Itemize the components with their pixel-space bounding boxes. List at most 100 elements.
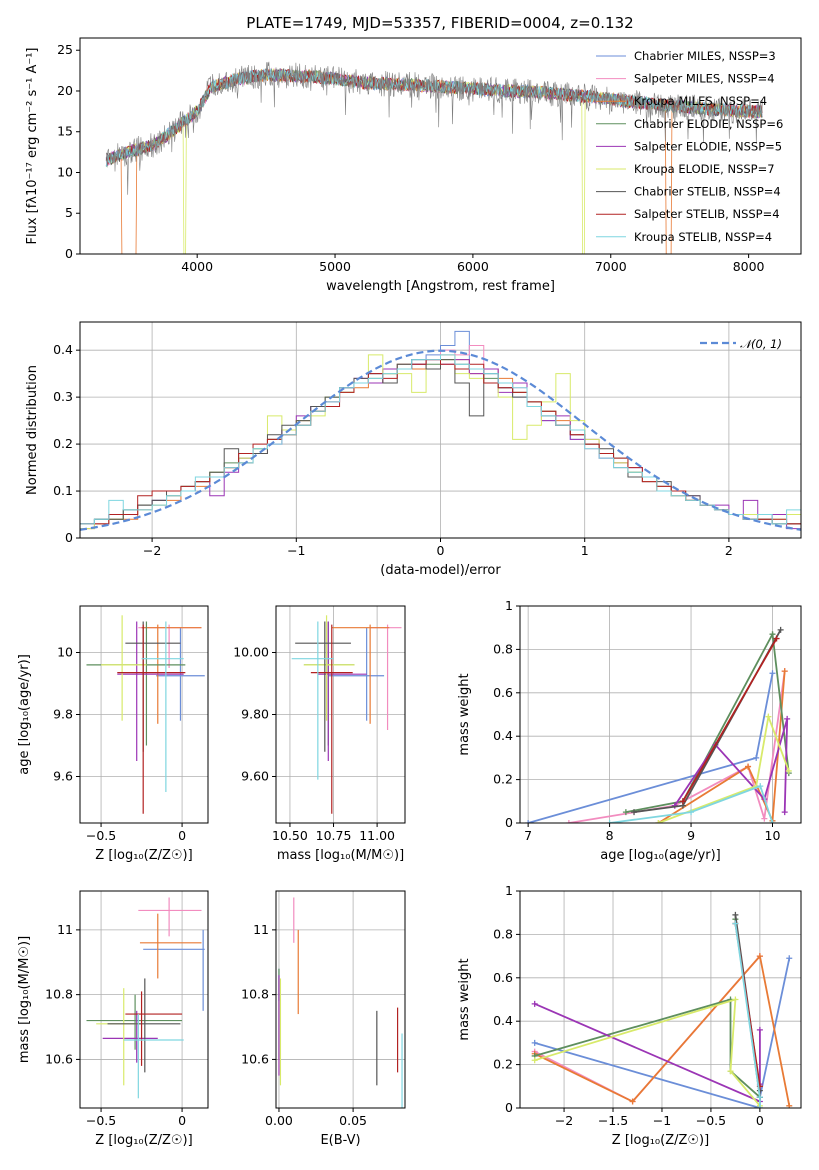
legend-label: Salpeter MILES, NSSP=4 [634,72,775,86]
weight-marker [732,996,739,1003]
weight-marker [781,809,788,816]
x-axis-label: mass [log₁₀(M/M☉)] [277,848,404,863]
figure-title: PLATE=1749, MJD=53357, FIBERID=0004, z=0… [246,14,633,32]
y-tick-label: 0 [505,1100,513,1115]
legend-label: Kroupa STELIB, NSSP=4 [634,230,772,244]
x-tick-label: 1 [581,543,589,558]
y-tick-label: 0.4 [493,728,513,743]
panel-mass_vs_Z: −0.5 0 10.6 10.8 11 Z [log₁₀(Z/Z☉)] mass [log₁… [17,890,209,1148]
weight-marker [757,783,764,790]
panel-residuals: −2 −1 0 1 2 0 0.1 0.2 0.3 0.4 𝒩(0, 1) (data-model)/… [25,321,802,578]
y-tick-label: 0.1 [53,483,73,498]
weight-marker [765,713,772,720]
weight-marker [622,809,629,816]
histogram-7 [80,359,801,538]
x-tick-label: 10.50 [272,828,308,843]
weight-line-0 [527,673,774,823]
weight-marker [784,715,791,722]
x-tick-label: 6000 [457,259,489,274]
panel-weight_vs_age: 7 8 9 10 0 0.2 0.4 0.6 0.8 1 age [log₁₀(age/yr)] ma… [457,598,802,863]
legend-label: 𝒩(0, 1) [740,337,782,351]
weight-marker [655,820,662,823]
x-tick-label: 0.05 [339,1113,367,1128]
y-tick-label: 9.60 [241,769,269,784]
y-tick-label: 9.80 [241,707,269,722]
weight-marker [679,798,686,805]
weight-line-6 [633,629,782,813]
normal-curve [80,349,801,531]
weight-marker [606,820,613,823]
weight-marker [781,668,788,675]
weight-marker [756,1026,763,1033]
weight-line-3 [625,631,790,813]
panel-age_vs_mass: 10.50 10.75 11.00 9.60 9.80 10.00 mass [log₁₀(… [233,605,406,863]
axes-frame [275,890,406,1109]
y-tick-label: 10.8 [241,987,269,1002]
weight-marker [769,631,776,638]
x-tick-label: 4000 [181,259,213,274]
weight-marker [785,767,792,774]
x-tick-label: −1 [287,543,305,558]
y-tick-label: 9.8 [53,707,73,722]
x-tick-label: −0.5 [696,1113,726,1128]
weight-marker [745,763,752,770]
weight-marker [531,1000,538,1007]
panel-spectrum: 4000 5000 6000 7000 8000 0 5 10 15 20 25 Chabrier M… [25,37,802,294]
x-tick-label: 11.00 [359,828,395,843]
y-tick-label: 11 [57,922,73,937]
y-tick-label: 0.8 [493,641,513,656]
weight-marker [727,1068,734,1075]
x-tick-label: 7 [524,828,532,843]
weight-marker [773,635,780,642]
y-axis-label: Normed distribution [25,365,40,495]
weight-marker [531,1057,538,1064]
plot-area [86,897,205,1099]
x-tick-label: 0 [437,543,445,558]
weight-marker [786,955,793,962]
weight-line-5 [658,713,790,823]
plot-area [291,615,402,814]
x-tick-label: 10 [765,828,781,843]
y-tick-label: 25 [57,42,73,57]
weight-marker [769,670,776,677]
y-axis-label: mass weight [457,958,472,1040]
weight-line-1 [568,670,786,823]
y-tick-label: 11 [253,922,269,937]
y-tick-label: 0.6 [493,970,513,985]
weight-marker [631,809,638,816]
y-tick-label: 0.2 [493,772,513,787]
weight-marker [525,820,532,823]
weight-marker [756,1105,763,1108]
y-tick-label: 0.6 [493,685,513,700]
histogram-8 [80,354,801,538]
x-tick-label: 0 [178,828,186,843]
x-tick-label: 5000 [319,259,351,274]
y-tick-label: 0.2 [493,1057,513,1072]
x-tick-label: 7000 [595,259,627,274]
x-tick-label: −0.5 [86,828,116,843]
x-tick-label: −2 [143,543,161,558]
y-tick-label: 10.8 [45,987,73,1002]
weight-marker [531,1039,538,1046]
y-tick-label: 15 [57,124,73,139]
weight-line-5 [534,998,761,1107]
axes-frame [519,890,802,1109]
legend-label: Salpeter ELODIE, NSSP=5 [634,139,782,153]
x-axis-label: Z [log₁₀(Z/Z☉)] [95,1133,192,1148]
axes-frame [79,890,209,1109]
weight-marker [732,920,739,927]
panel-weight_vs_Z: −2 −1.5 −1 −0.5 0 0 0.2 0.4 0.6 0.8 1 Z [log₁₀(Z/Z☉… [457,883,802,1148]
panel-age_vs_Z: −0.5 0 9.6 9.8 10 Z [log₁₀(Z/Z☉)] age [log₁₀(a… [17,605,209,863]
plot-area [531,911,793,1108]
axes-frame [79,321,802,539]
y-tick-label: 10.6 [241,1051,269,1066]
y-tick-label: 5 [65,205,73,220]
y-tick-label: 0.8 [493,926,513,941]
x-axis-label: (data-model)/error [380,563,501,578]
x-axis-label: Z [log₁₀(Z/Z☉)] [612,1133,709,1148]
y-tick-label: 10.00 [233,645,269,660]
weight-marker [756,1094,763,1101]
y-axis-label: Flux [fλ10⁻¹⁷ erg cm⁻² s⁻¹ A⁻¹] [25,48,40,245]
plot-area [278,897,403,1108]
y-tick-label: 9.6 [53,769,73,784]
